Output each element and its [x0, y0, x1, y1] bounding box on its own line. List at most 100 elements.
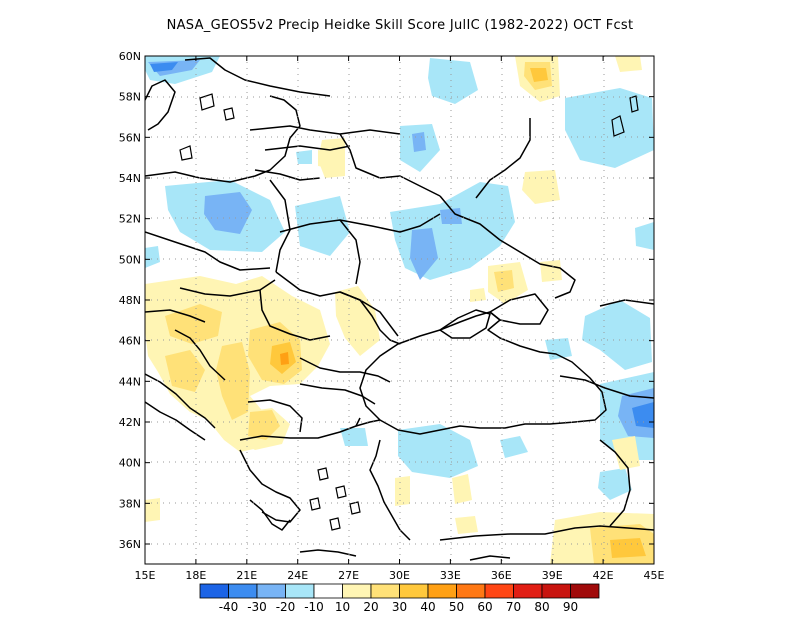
lat-label-56N: 56N [119, 131, 141, 144]
bulgaria [299, 383, 376, 405]
lon-label-33E: 33E [440, 569, 461, 582]
poland-border-west [145, 231, 271, 271]
field-yellow2-albania [216, 342, 250, 420]
colorbar-label: -40 [219, 600, 239, 614]
gulf-of-riga [269, 95, 301, 139]
field-yellow-russia-south [540, 260, 562, 282]
colorbar-label: 10 [335, 600, 350, 614]
scandinavia [145, 79, 176, 131]
russia-north-east [475, 118, 531, 199]
lon-label-42E: 42E [593, 569, 614, 582]
colorbar-label: -10 [304, 600, 324, 614]
boundaries [145, 57, 654, 561]
field-blue2-ukraine [410, 228, 438, 280]
lat-label-44N: 44N [119, 375, 141, 388]
field-yellow2-macedonia [248, 410, 280, 440]
field-blue-turkey-south [500, 436, 528, 458]
lon-label-18E: 18E [185, 569, 206, 582]
latitude-labels: 60N 58N 56N 54N 52N 50N 48N 46N 44N 42N 40N 38N 36N [119, 50, 141, 551]
lithuania-border [254, 169, 321, 181]
lat-label-36N: 36N [119, 538, 141, 551]
colorbar-swatch [456, 583, 486, 599]
colorbar-swatch [313, 583, 343, 599]
colorbar-swatch [541, 583, 571, 599]
slovakia-hungary [179, 279, 276, 297]
field-blue-belarus [295, 196, 350, 256]
graticule [145, 56, 654, 564]
lon-label-39E: 39E [542, 569, 563, 582]
colorbar-swatch [427, 583, 457, 599]
lon-label-27E: 27E [338, 569, 359, 582]
field-blue-caucasus [582, 300, 652, 370]
field-blue-east-north [565, 88, 654, 168]
tick-marks [144, 55, 655, 564]
colorbar-label: -20 [276, 600, 296, 614]
field-darkorange-serbia [280, 352, 289, 365]
field-blue-estonia [296, 150, 312, 164]
colorbar-swatch [228, 583, 258, 599]
lon-label-36E: 36E [491, 569, 512, 582]
field-yellow-east-52 [522, 170, 560, 204]
field-orange-turkey [610, 538, 646, 558]
estonia-border [249, 125, 401, 135]
colorbar-label: 30 [392, 600, 407, 614]
field-blue3-baltic [150, 62, 178, 72]
field-blue2-kursk [440, 208, 462, 224]
lat-label-40N: 40N [119, 457, 141, 470]
cyprus [469, 555, 511, 561]
lat-label-46N: 46N [119, 335, 141, 348]
colorbar-swatch [370, 583, 400, 599]
longitude-labels: 15E 18E 21E 24E 27E 30E 33E 36E 39E 42E 45E [135, 569, 665, 582]
field-blue-north-center [428, 58, 478, 104]
colorbar: -40 -30 -20 -10 10 20 30 40 50 60 70 80 90 [199, 583, 600, 614]
colorbar-label: 50 [449, 600, 464, 614]
colorbar-label: 20 [363, 600, 378, 614]
colorbar-label: 60 [477, 600, 492, 614]
colorbar-swatch [399, 583, 429, 599]
field-orange-north [530, 68, 548, 82]
colorbar-swatch [342, 583, 372, 599]
field-blue2-latvia [412, 132, 426, 152]
colorbar-swatch [570, 583, 600, 599]
turkey-syria [439, 525, 654, 541]
turkey-west-coast [369, 439, 411, 541]
peloponnese [249, 499, 291, 531]
austria-slovenia [145, 309, 206, 323]
field-blue-west-edge [145, 246, 160, 268]
ukraine-internal [339, 219, 361, 285]
colorbar-swatch [256, 583, 286, 599]
finland-coast [184, 57, 331, 97]
field-yellow-aegean [395, 476, 410, 506]
field-yellow-north-east [615, 56, 642, 72]
lat-label-52N: 52N [119, 213, 141, 226]
croatia [174, 329, 226, 381]
lat-label-48N: 48N [119, 294, 141, 307]
lon-label-45E: 45E [644, 569, 665, 582]
baltic-coast-south [145, 137, 291, 183]
lon-label-15E: 15E [135, 569, 156, 582]
belarus-border-south [279, 213, 441, 233]
lat-label-58N: 58N [119, 91, 141, 104]
colorbar-label: -30 [247, 600, 267, 614]
field-blue-turkey-coast [598, 468, 632, 500]
poland-border-east [269, 179, 291, 273]
colorbar-swatch [285, 583, 315, 599]
shaded-fields [145, 56, 654, 564]
field-blue-azov [545, 338, 572, 360]
latvia-border [264, 145, 351, 151]
lat-label-42N: 42N [119, 416, 141, 429]
colorbar-swatch [199, 583, 229, 599]
field-yellow-anatolia [452, 474, 472, 504]
field-yellow-crimea [470, 288, 486, 302]
turkey-border-europe [355, 419, 381, 427]
field-yellow-west-edge [145, 498, 160, 522]
sea-of-azov [489, 293, 549, 325]
lat-label-50N: 50N [119, 253, 141, 266]
serbia-romania [299, 357, 391, 383]
crimea [439, 309, 491, 339]
field-yellow2-ukraine-e [494, 270, 514, 292]
macedonia [247, 399, 303, 433]
lon-label-24E: 24E [287, 569, 308, 582]
colorbar-label: 80 [534, 600, 549, 614]
